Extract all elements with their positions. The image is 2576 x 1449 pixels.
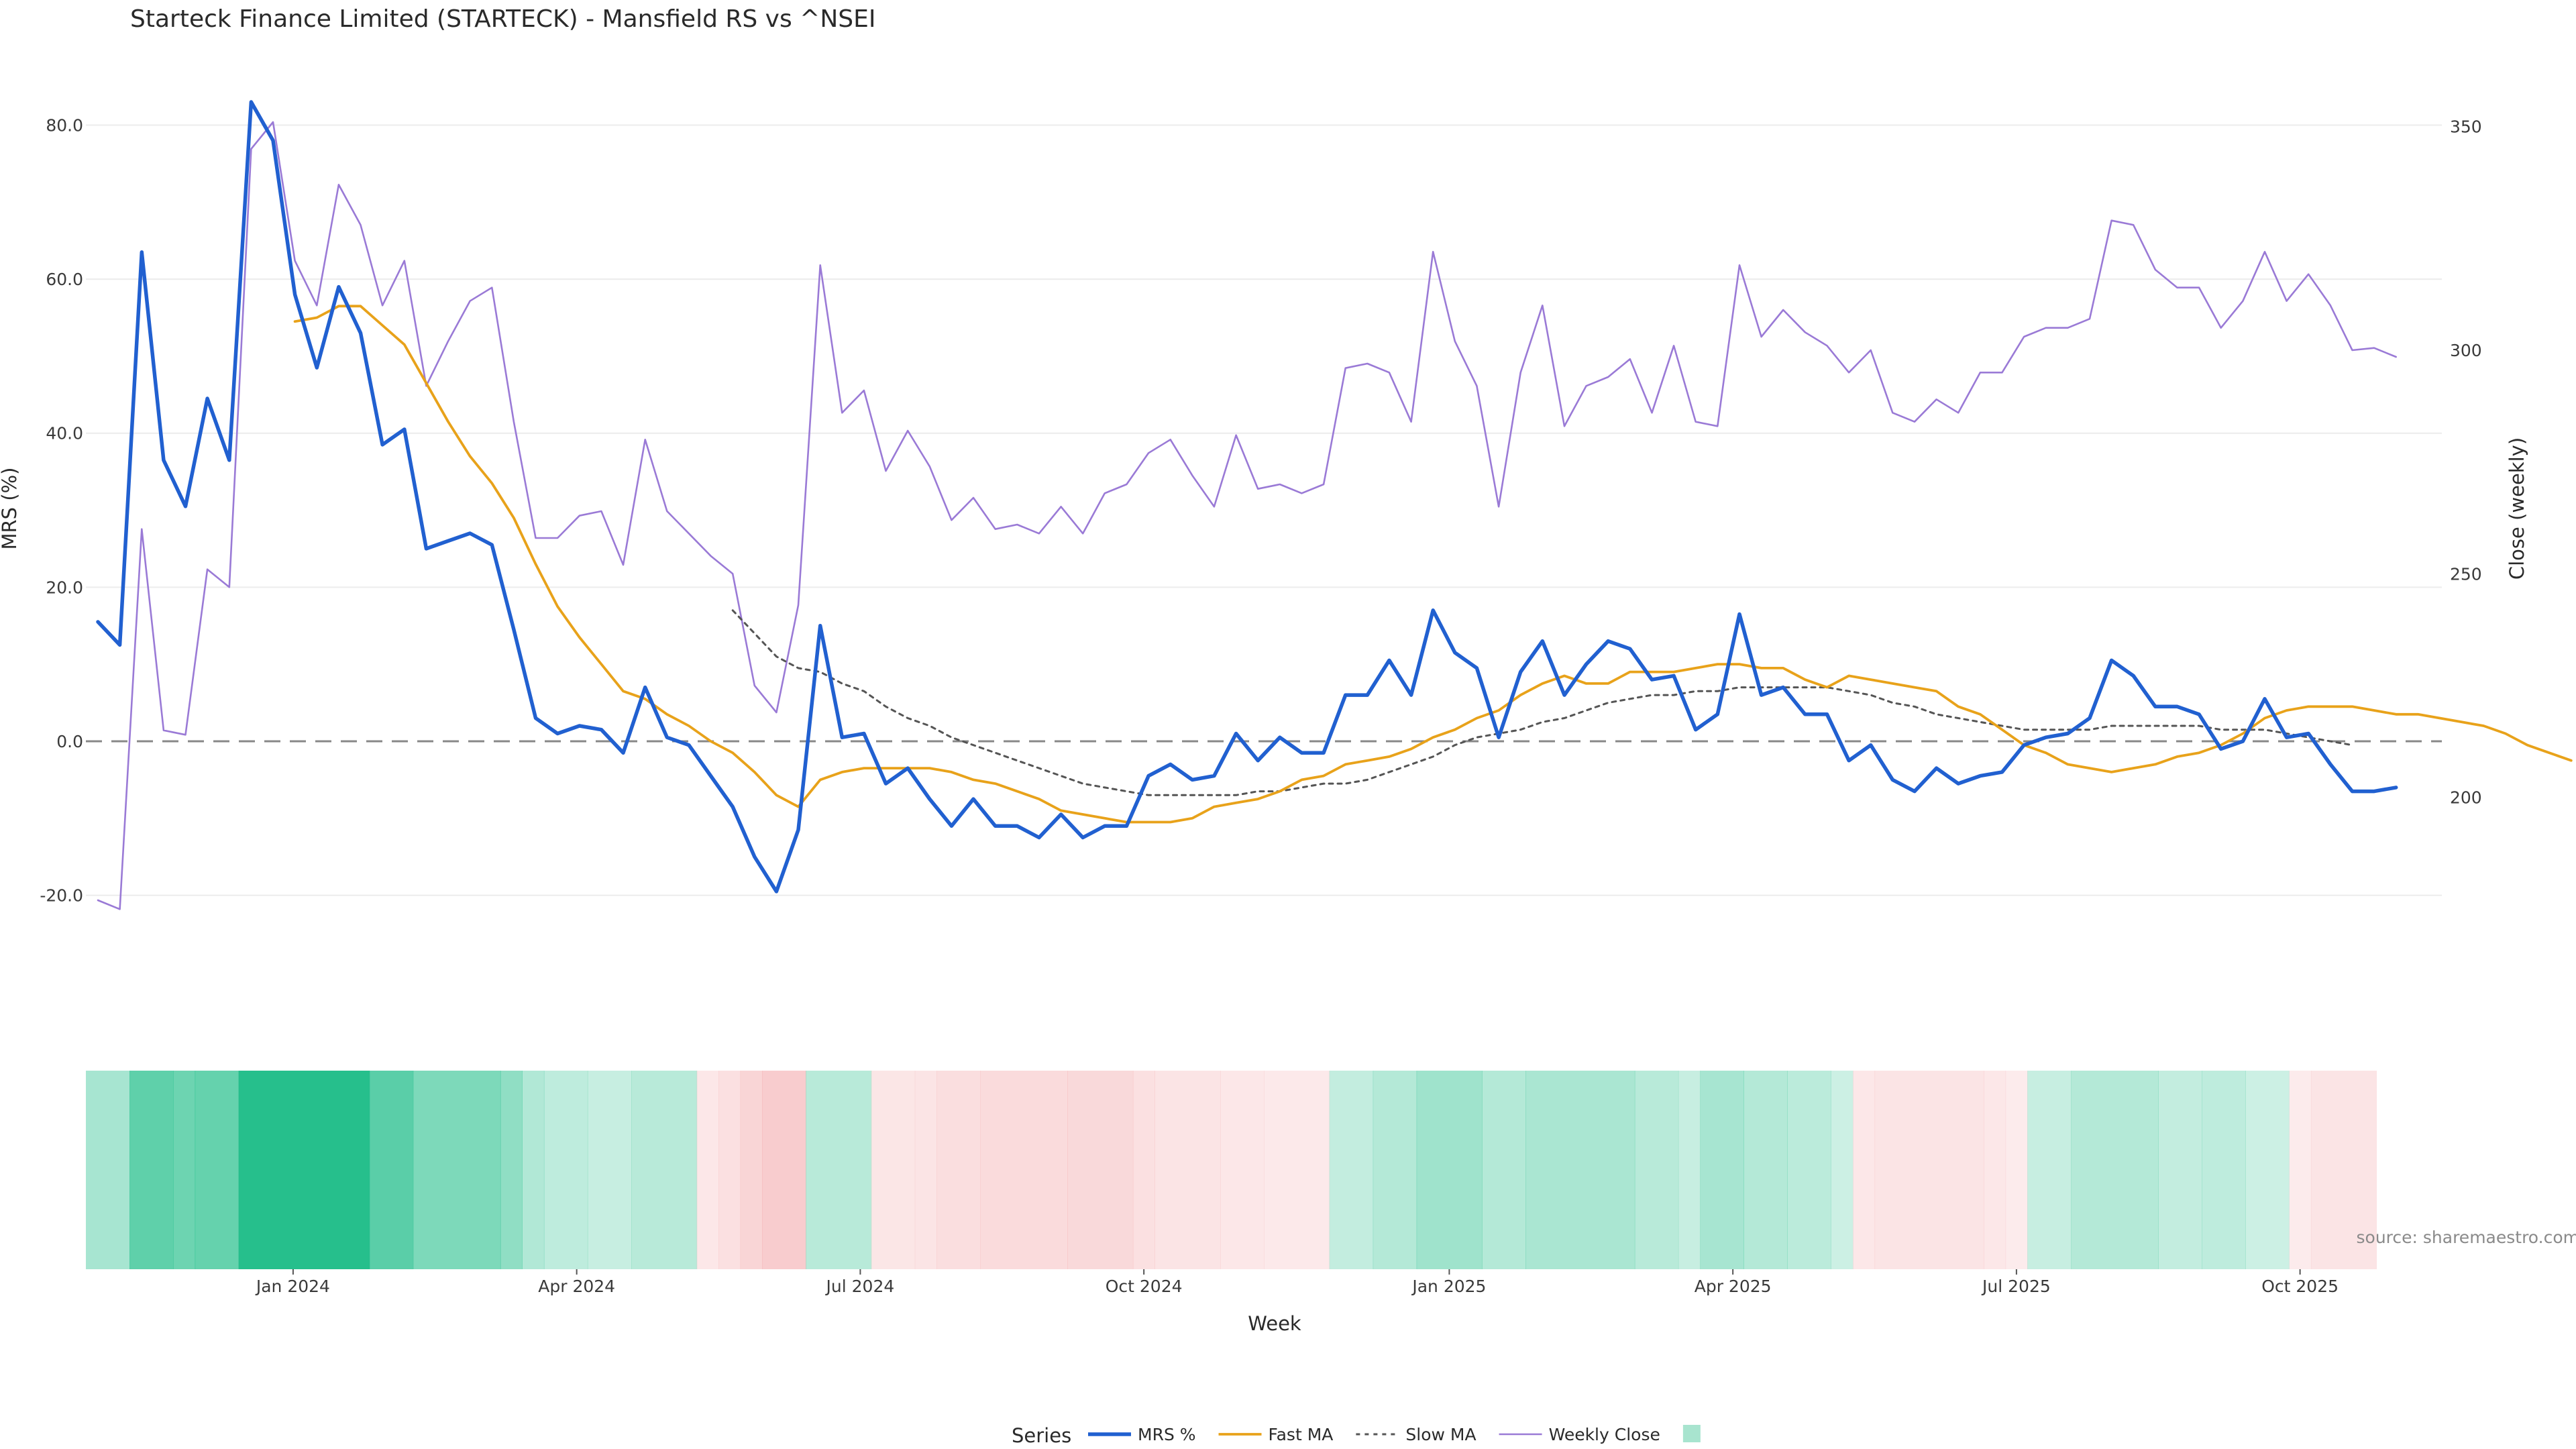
series-mrs-line bbox=[96, 100, 2398, 894]
chart-title: Starteck Finance Limited (STARTECK) - Ma… bbox=[130, 5, 875, 33]
heatmap-cell bbox=[369, 1071, 414, 1269]
heatmap-cell bbox=[2310, 1071, 2377, 1269]
heatmap-cell bbox=[871, 1071, 916, 1269]
heatmap-cell bbox=[718, 1071, 741, 1269]
x-tick-label: Jan 2024 bbox=[255, 1277, 330, 1296]
heatmap-cell bbox=[1416, 1071, 1483, 1269]
y-right-tick-label: 300 bbox=[2450, 341, 2482, 360]
series-lines bbox=[96, 100, 2573, 910]
y-left-tick-label: 80.0 bbox=[46, 115, 83, 135]
heatmap-cell bbox=[1984, 1071, 2006, 1269]
heatmap-strip bbox=[86, 1071, 2377, 1269]
series-weekly-close-line bbox=[97, 121, 2397, 910]
heatmap-cell bbox=[1155, 1071, 1221, 1269]
heatmap-cell bbox=[1678, 1071, 1701, 1269]
heatmap-cell bbox=[129, 1071, 174, 1269]
x-tick-label: Apr 2024 bbox=[538, 1277, 615, 1296]
heatmap-cell bbox=[2245, 1071, 2290, 1269]
heatmap-cell bbox=[2027, 1071, 2072, 1269]
heatmap-cell bbox=[2202, 1071, 2246, 1269]
series-fast-ma-line bbox=[293, 305, 2573, 824]
legend-swatch bbox=[1682, 1425, 1701, 1442]
heatmap-cell bbox=[806, 1071, 872, 1269]
x-tick-label: Jul 2025 bbox=[1981, 1277, 2051, 1296]
heatmap-cell bbox=[543, 1071, 588, 1269]
x-axis-ticks: Jan 2024 Apr 2024 Jul 2024 Oct 2024 Jan 2025… bbox=[255, 1269, 2339, 1296]
heatmap-cell bbox=[1067, 1071, 1134, 1269]
heatmap-cell bbox=[2005, 1071, 2028, 1269]
y-left-tick-label: -20.0 bbox=[40, 886, 83, 906]
heatmap-cell bbox=[914, 1071, 937, 1269]
heatmap-cell bbox=[1525, 1071, 1635, 1269]
series-slow-ma-line bbox=[731, 609, 2353, 796]
heatmap-cell bbox=[1874, 1071, 1984, 1269]
left-axis-ticks: 80.0 60.0 40.0 20.0 0.0 -20.0 bbox=[40, 115, 83, 905]
y-axis-right-title: Close (weekly) bbox=[2506, 437, 2528, 580]
y-right-tick-label: 350 bbox=[2450, 117, 2482, 137]
heatmap-cell bbox=[762, 1071, 806, 1269]
legend-label: Weekly Close bbox=[1549, 1425, 1660, 1444]
source-label: source: sharemaestro.com bbox=[2357, 1228, 2576, 1247]
heatmap-cell bbox=[1700, 1071, 1744, 1269]
heatmap-cell bbox=[740, 1071, 763, 1269]
x-tick-label: Jan 2025 bbox=[1411, 1277, 1486, 1296]
legend-title: Series bbox=[1012, 1424, 1071, 1447]
heatmap-cell bbox=[522, 1071, 545, 1269]
heatmap-cell bbox=[238, 1071, 370, 1269]
heatmap-cell bbox=[1482, 1071, 1526, 1269]
legend-label: MRS % bbox=[1138, 1425, 1196, 1444]
heatmap-cell bbox=[1853, 1071, 1876, 1269]
y-axis-left-title: MRS (%) bbox=[0, 468, 21, 550]
heatmap-cell bbox=[195, 1071, 239, 1269]
legend-label: Slow MA bbox=[1405, 1425, 1476, 1444]
x-tick-label: Jul 2024 bbox=[825, 1277, 895, 1296]
heatmap-cell bbox=[696, 1071, 719, 1269]
heatmap-cell bbox=[500, 1071, 523, 1269]
heatmap-cell bbox=[1264, 1071, 1330, 1269]
heatmap-cell bbox=[1787, 1071, 1831, 1269]
heatmap-cell bbox=[1329, 1071, 1374, 1269]
y-left-tick-label: 40.0 bbox=[46, 424, 83, 443]
heatmap-cell bbox=[2289, 1071, 2312, 1269]
y-left-tick-label: 20.0 bbox=[46, 578, 83, 597]
y-right-tick-label: 250 bbox=[2450, 564, 2482, 584]
x-tick-label: Oct 2024 bbox=[1106, 1277, 1183, 1296]
heatmap-cell bbox=[936, 1071, 981, 1269]
heatmap-cell bbox=[2071, 1071, 2159, 1269]
heatmap-cell bbox=[1743, 1071, 1788, 1269]
heatmap-cell bbox=[980, 1071, 1068, 1269]
heatmap-cell bbox=[86, 1071, 130, 1269]
x-tick-label: Oct 2025 bbox=[2261, 1277, 2339, 1296]
heatmap-cell bbox=[631, 1071, 698, 1269]
heatmap-cell bbox=[587, 1071, 632, 1269]
x-axis-title: Week bbox=[1248, 1312, 1301, 1335]
legend-label: Fast MA bbox=[1269, 1425, 1334, 1444]
legend: Series MRS % Fast MA Slow MA Weekly Close bbox=[1012, 1424, 1701, 1447]
y-left-tick-label: 0.0 bbox=[56, 732, 83, 751]
heatmap-cell bbox=[1373, 1071, 1417, 1269]
right-axis-ticks: 350 300 250 200 bbox=[2450, 117, 2482, 808]
heatmap-cell bbox=[1634, 1071, 1679, 1269]
heatmap-cell bbox=[173, 1071, 196, 1269]
heatmap-cell bbox=[1132, 1071, 1155, 1269]
heatmap-cell bbox=[1220, 1071, 1265, 1269]
grid-lines bbox=[86, 124, 2442, 896]
heatmap-cell bbox=[1831, 1071, 1854, 1269]
x-tick-label: Apr 2025 bbox=[1695, 1277, 1772, 1296]
y-right-tick-label: 200 bbox=[2450, 788, 2482, 808]
heatmap-cell bbox=[2158, 1071, 2202, 1269]
y-left-tick-label: 60.0 bbox=[46, 270, 83, 289]
heatmap-cell bbox=[413, 1071, 501, 1269]
